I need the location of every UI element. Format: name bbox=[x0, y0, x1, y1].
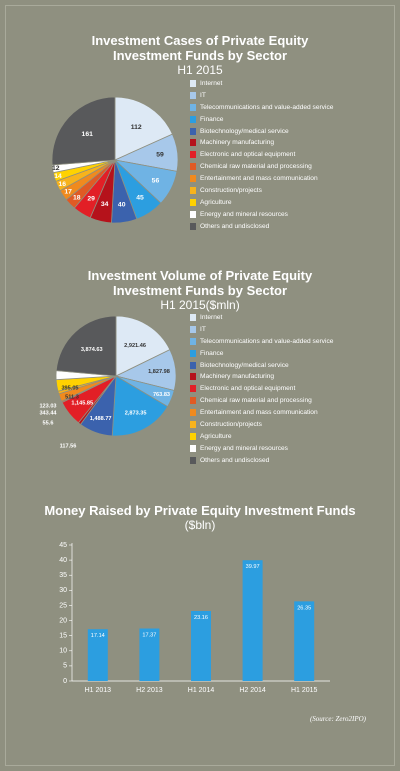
legend-item-internet: Internet bbox=[190, 80, 333, 92]
square-swatch-icon bbox=[190, 349, 196, 357]
legend-item-energy-and-mineral-resources: Energy and mineral resources bbox=[190, 210, 333, 223]
square-swatch-icon bbox=[190, 80, 196, 87]
legend-label: Machinery manufacturing bbox=[200, 139, 275, 147]
legend-label: Energy and mineral resources bbox=[200, 444, 288, 452]
chart1-subtitle: H1 2015 bbox=[177, 63, 223, 77]
square-swatch-icon bbox=[190, 91, 196, 99]
square-swatch-icon bbox=[190, 163, 196, 171]
legend-label: Others and undisclosed bbox=[200, 456, 270, 464]
legend-label: Finance bbox=[200, 115, 224, 123]
legend-item-biotechnology-medical-service: Biotechnology/medical service bbox=[190, 361, 333, 374]
legend-label: Agriculture bbox=[200, 432, 232, 440]
chart1-legend: Internet IT Telecommunications and value-a… bbox=[190, 80, 333, 235]
square-swatch-icon bbox=[190, 432, 196, 440]
legend-item-construction-projects: Construction/projects bbox=[190, 187, 333, 199]
square-swatch-icon bbox=[190, 210, 196, 218]
square-swatch-icon bbox=[190, 373, 196, 381]
square-swatch-icon bbox=[190, 103, 196, 111]
chart2-legend: Internet IT Telecommunications and value-a… bbox=[190, 314, 333, 469]
legend-item-biotechnology-medical-service: Biotechnology/medical service bbox=[190, 127, 333, 140]
legend-item-others-and-undisclosed: Others and undisclosed bbox=[190, 222, 333, 235]
chart2-subtitle: H1 2015($mln) bbox=[160, 298, 240, 312]
chart3-title: Money Raised by Private Equity Investmen… bbox=[44, 503, 356, 518]
legend-label: Chemical raw material and processing bbox=[200, 397, 312, 405]
legend-label: Electronic and optical equipment bbox=[200, 151, 296, 159]
square-swatch-icon bbox=[190, 337, 196, 345]
legend-label: Internet bbox=[200, 80, 223, 87]
legend-item-machinery-manufacturing: Machinery manufacturing bbox=[190, 373, 333, 385]
square-swatch-icon bbox=[190, 139, 196, 147]
legend-label: Internet bbox=[200, 314, 223, 321]
square-swatch-icon bbox=[190, 421, 196, 429]
square-swatch-icon bbox=[190, 314, 196, 321]
legend-item-agriculture: Agriculture bbox=[190, 198, 333, 211]
chart1-title: Investment Cases of Private Equity Inves… bbox=[91, 33, 309, 63]
square-swatch-icon bbox=[190, 151, 196, 159]
legend-label: Agriculture bbox=[200, 198, 232, 206]
chart2-title-block: Investment Volume of Private Equity Inve… bbox=[0, 268, 400, 312]
legend-item-entertainment-and-mass-communication: Entertainment and mass communication bbox=[190, 175, 333, 187]
legend-item-telecommunications-and-value-added-service: Telecommunications and value-added servi… bbox=[190, 337, 334, 350]
legend-label: Finance bbox=[200, 349, 224, 357]
square-swatch-icon bbox=[190, 325, 196, 333]
square-swatch-icon bbox=[190, 444, 196, 452]
square-swatch-icon bbox=[190, 127, 196, 135]
legend-label: Biotechnology/medical service bbox=[200, 127, 289, 135]
legend-label: Machinery manufacturing bbox=[200, 373, 275, 381]
legend-label: Construction/projects bbox=[200, 421, 262, 429]
square-swatch-icon bbox=[190, 397, 196, 405]
square-swatch-icon bbox=[190, 175, 196, 183]
chart3-subtitle: ($bln) bbox=[184, 518, 216, 532]
legend-label: Chemical raw material and processing bbox=[200, 163, 312, 171]
legend-item-electronic-and-optical-equipment: Electronic and optical equipment bbox=[190, 151, 333, 163]
legend-label: Entertainment and mass communication bbox=[200, 175, 318, 183]
legend-item-it: IT bbox=[190, 91, 333, 104]
legend-label: Biotechnology/medical service bbox=[200, 361, 289, 369]
legend-item-machinery-manufacturing: Machinery manufacturing bbox=[190, 139, 333, 151]
legend-label: IT bbox=[200, 325, 206, 333]
square-swatch-icon bbox=[190, 187, 196, 195]
chart2-title: Investment Volume of Private Equity Inve… bbox=[87, 268, 313, 298]
chart3-title-block: Money Raised by Private Equity Investmen… bbox=[0, 503, 400, 532]
legend-item-entertainment-and-mass-communication: Entertainment and mass communication bbox=[190, 409, 333, 421]
legend-label: Telecommunications and value-added servi… bbox=[200, 337, 334, 345]
square-swatch-icon bbox=[190, 456, 196, 464]
legend-item-finance: Finance bbox=[190, 115, 333, 128]
legend-label: Construction/projects bbox=[200, 187, 262, 195]
square-swatch-icon bbox=[190, 198, 196, 206]
legend-item-others-and-undisclosed: Others and undisclosed bbox=[190, 456, 333, 469]
legend-label: Electronic and optical equipment bbox=[200, 385, 296, 393]
square-swatch-icon bbox=[190, 222, 196, 230]
legend-item-energy-and-mineral-resources: Energy and mineral resources bbox=[190, 444, 333, 457]
legend-label: Others and undisclosed bbox=[200, 222, 270, 230]
square-swatch-icon bbox=[190, 361, 196, 369]
legend-label: IT bbox=[200, 91, 206, 99]
legend-item-agriculture: Agriculture bbox=[190, 432, 333, 445]
legend-item-construction-projects: Construction/projects bbox=[190, 421, 333, 433]
legend-label: Energy and mineral resources bbox=[200, 210, 288, 218]
square-swatch-icon bbox=[190, 409, 196, 417]
legend-item-internet: Internet bbox=[190, 314, 333, 326]
legend-item-finance: Finance bbox=[190, 349, 333, 362]
legend-item-it: IT bbox=[190, 325, 333, 338]
legend-item-chemical-raw-material-and-processing: Chemical raw material and processing bbox=[190, 397, 333, 409]
legend-item-telecommunications-and-value-added-service: Telecommunications and value-added servi… bbox=[190, 103, 334, 116]
chart1-title-block: Investment Cases of Private Equity Inves… bbox=[0, 33, 400, 77]
legend-item-electronic-and-optical-equipment: Electronic and optical equipment bbox=[190, 385, 333, 397]
page-frame bbox=[5, 5, 395, 766]
source-note: (Source: Zero2IPO) bbox=[309, 715, 366, 723]
legend-label: Entertainment and mass communication bbox=[200, 409, 318, 417]
square-swatch-icon bbox=[190, 115, 196, 123]
legend-item-chemical-raw-material-and-processing: Chemical raw material and processing bbox=[190, 163, 333, 175]
square-swatch-icon bbox=[190, 385, 196, 393]
legend-label: Telecommunications and value-added servi… bbox=[200, 103, 334, 111]
